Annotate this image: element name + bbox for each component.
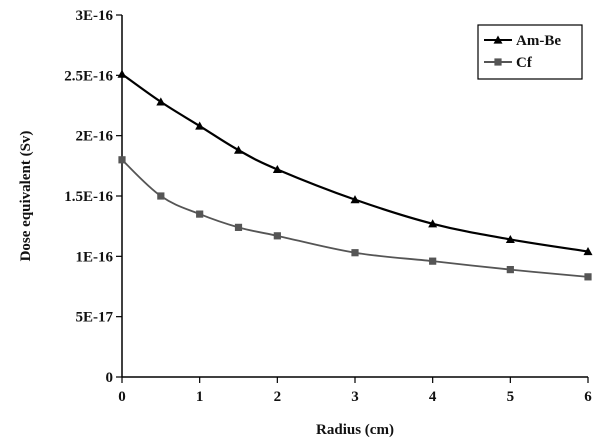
legend-marker-am-be	[493, 35, 503, 44]
legend-marker-cf	[494, 58, 502, 66]
data-point-am-be	[583, 247, 593, 256]
data-point-cf	[273, 232, 281, 240]
data-point-cf	[234, 223, 243, 231]
x-tick-label: 3	[351, 389, 359, 405]
data-point-am-be	[117, 69, 127, 78]
x-tick-label: 2	[274, 389, 282, 405]
legend-box	[477, 24, 583, 80]
x-tick-label: 4	[429, 389, 437, 405]
series-cf	[118, 156, 592, 281]
x-tick-label: 1	[196, 389, 204, 405]
y-tick-label: 5E-17	[76, 310, 114, 326]
y-tick-label: 1E-16	[76, 249, 114, 265]
y-tick-label: 3E-16	[76, 8, 114, 24]
data-point-cf	[196, 210, 204, 218]
data-point-am-be	[505, 234, 515, 244]
data-point-am-be	[428, 219, 438, 228]
series-layer	[117, 69, 593, 281]
legend-label-am-be: Am-Be	[516, 33, 561, 49]
legend: Am-Be Cf	[477, 24, 583, 80]
y-tick-label: 2.5E-16	[64, 68, 113, 84]
data-point-cf	[157, 192, 165, 200]
series-line-cf	[121, 159, 589, 278]
y-tick-label: 1.5E-16	[64, 189, 113, 205]
y-tick-label: 0	[106, 370, 114, 386]
legend-label-cf: Cf	[516, 55, 533, 71]
data-point-cf	[584, 273, 592, 281]
data-point-am-be	[195, 121, 205, 130]
x-tick-label: 5	[507, 389, 515, 405]
data-point-am-be	[350, 195, 360, 204]
data-point-cf	[506, 266, 514, 274]
data-point-am-be	[272, 164, 282, 174]
x-tick-label: 0	[118, 389, 126, 405]
x-tick-label: 6	[584, 389, 592, 405]
y-axis-title: Dose equivalent (Sv)	[18, 131, 34, 262]
series-line-am-be	[121, 73, 589, 253]
series-am-be	[117, 69, 593, 256]
data-point-cf	[429, 257, 437, 265]
data-point-am-be	[234, 145, 243, 154]
data-point-cf	[118, 156, 126, 164]
y-tick-label: 2E-16	[76, 129, 114, 145]
x-axis-title: Radius (cm)	[316, 422, 394, 438]
axis-ticks: 0 5E-17 1E-16 1.5E-16 2E-16 2.5E-16 3E-16 0 1 2 3 4…	[64, 8, 592, 405]
data-point-am-be	[156, 97, 166, 106]
data-point-cf	[351, 249, 359, 257]
